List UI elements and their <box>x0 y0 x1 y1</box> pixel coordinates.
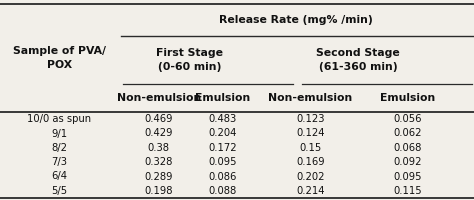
Text: 0.328: 0.328 <box>145 157 173 167</box>
Text: 0.124: 0.124 <box>296 129 325 138</box>
Text: 0.214: 0.214 <box>296 186 325 196</box>
Text: 0.15: 0.15 <box>300 143 321 153</box>
Text: Emulsion: Emulsion <box>195 93 250 103</box>
Text: 7/3: 7/3 <box>51 157 67 167</box>
Text: 0.092: 0.092 <box>393 157 422 167</box>
Text: 8/2: 8/2 <box>51 143 67 153</box>
Text: 0.172: 0.172 <box>209 143 237 153</box>
Text: 0.169: 0.169 <box>296 157 325 167</box>
Text: 0.095: 0.095 <box>393 171 422 182</box>
Text: 0.204: 0.204 <box>209 129 237 138</box>
Text: 0.198: 0.198 <box>145 186 173 196</box>
Text: 0.38: 0.38 <box>148 143 170 153</box>
Text: 0.469: 0.469 <box>145 114 173 124</box>
Text: 9/1: 9/1 <box>51 129 67 138</box>
Text: 0.123: 0.123 <box>296 114 325 124</box>
Text: 0.483: 0.483 <box>209 114 237 124</box>
Text: 0.115: 0.115 <box>393 186 422 196</box>
Text: 0.202: 0.202 <box>296 171 325 182</box>
Text: 6/4: 6/4 <box>51 171 67 182</box>
Text: Non-emulsion: Non-emulsion <box>268 93 353 103</box>
Text: Release Rate (mg% /min): Release Rate (mg% /min) <box>219 15 373 25</box>
Text: 0.062: 0.062 <box>393 129 422 138</box>
Text: 0.056: 0.056 <box>393 114 422 124</box>
Text: 0.086: 0.086 <box>209 171 237 182</box>
Text: 5/5: 5/5 <box>51 186 67 196</box>
Text: 0.068: 0.068 <box>393 143 422 153</box>
Text: 0.095: 0.095 <box>209 157 237 167</box>
Text: 0.429: 0.429 <box>145 129 173 138</box>
Text: Second Stage
(61-360 min): Second Stage (61-360 min) <box>316 48 400 72</box>
Text: 0.289: 0.289 <box>145 171 173 182</box>
Text: 10/0 as spun: 10/0 as spun <box>27 114 91 124</box>
Text: 0.088: 0.088 <box>209 186 237 196</box>
Text: Emulsion: Emulsion <box>380 93 435 103</box>
Text: Sample of PVA/
POX: Sample of PVA/ POX <box>13 46 106 70</box>
Text: First Stage
(0-60 min): First Stage (0-60 min) <box>156 48 223 72</box>
Text: Non-emulsion: Non-emulsion <box>117 93 201 103</box>
